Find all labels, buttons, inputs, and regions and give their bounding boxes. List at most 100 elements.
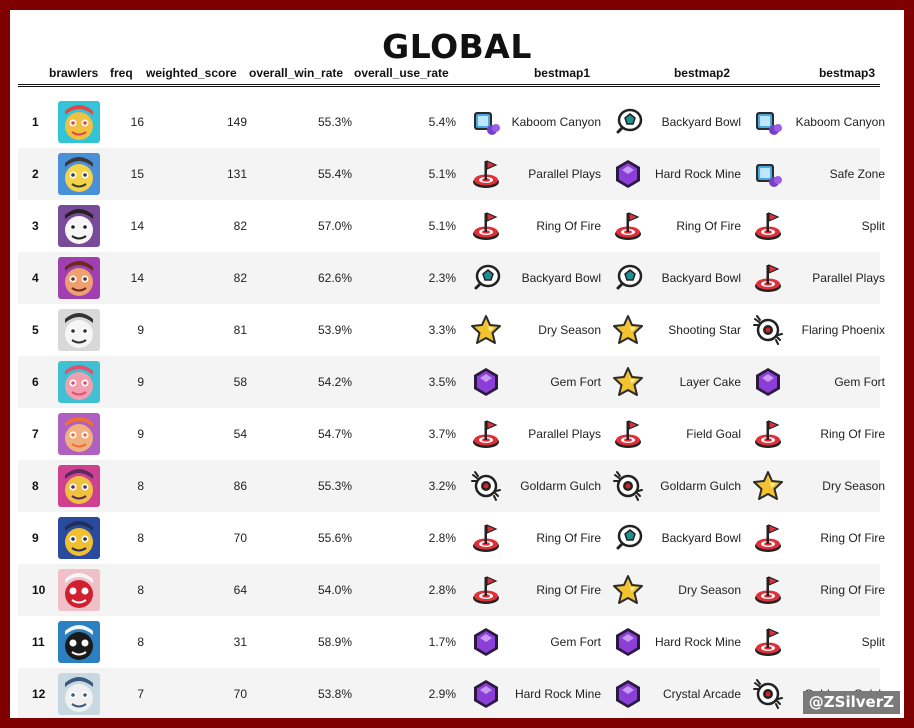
- bestmap3-name: Flaring Phoenix: [801, 323, 885, 337]
- bestmap1-name: Hard Rock Mine: [514, 687, 601, 701]
- col-header-bestmap3: bestmap3: [818, 66, 875, 80]
- hot-zone-flag-icon: [470, 522, 502, 554]
- freq-cell: 8: [137, 583, 144, 597]
- freq-cell: 9: [137, 375, 144, 389]
- use-rate-cell: 2.3%: [428, 271, 456, 285]
- hot-zone-flag-icon: [752, 210, 784, 242]
- hot-zone-flag-icon: [612, 418, 644, 450]
- heist-safe-icon: [752, 106, 784, 138]
- freq-cell: 8: [137, 531, 144, 545]
- bestmap2-name: Field Goal: [686, 427, 741, 441]
- table-row: 8 8 86 55.3% 3.2% Goldarm Gulch Goldarm Gulch…: [18, 460, 885, 512]
- freq-cell: 7: [137, 687, 144, 701]
- knockout-icon: [470, 470, 502, 502]
- brawler-avatar: [58, 361, 100, 403]
- knockout-icon: [612, 470, 644, 502]
- bestmap1-name: Ring Of Fire: [536, 583, 601, 597]
- weighted-score-cell: 81: [233, 323, 247, 337]
- win-rate-cell: 54.2%: [317, 375, 352, 389]
- brawler-avatar: [58, 101, 100, 143]
- rank-cell: 11: [32, 635, 45, 649]
- weighted-score-cell: 70: [233, 531, 247, 545]
- use-rate-cell: 2.9%: [428, 687, 456, 701]
- gem-grab-icon: [470, 678, 502, 710]
- bestmap2-name: Backyard Bowl: [661, 271, 741, 285]
- use-rate-cell: 3.7%: [428, 427, 456, 441]
- col-header-freq: freq: [110, 66, 133, 80]
- bestmap2-name: Ring Of Fire: [676, 219, 741, 233]
- leaderboard-panel: GLOBAL brawlers freq weighted_score over…: [10, 10, 904, 718]
- table-row: 2 15 131 55.4% 5.1% Parallel Plays Hard Rock …: [18, 148, 885, 200]
- win-rate-cell: 55.3%: [317, 479, 352, 493]
- rank-cell: 12: [32, 687, 46, 701]
- bestmap3-name: Safe Zone: [829, 167, 885, 181]
- brawler-avatar: [58, 569, 100, 611]
- bestmap2-name: Shooting Star: [668, 323, 741, 337]
- bestmap2-name: Backyard Bowl: [661, 115, 741, 129]
- brawl-ball-icon: [612, 522, 644, 554]
- rank-cell: 6: [32, 375, 39, 389]
- table-row: 6 9 58 54.2% 3.5% Gem Fort Layer Cake Gem Fort: [18, 356, 885, 408]
- win-rate-cell: 53.9%: [317, 323, 352, 337]
- hot-zone-flag-icon: [752, 626, 784, 658]
- rank-cell: 8: [32, 479, 39, 493]
- brawler-avatar: [58, 153, 100, 195]
- brawler-avatar: [58, 465, 100, 507]
- weighted-score-cell: 86: [233, 479, 247, 493]
- rank-cell: 4: [32, 271, 39, 285]
- gem-grab-icon: [612, 678, 644, 710]
- brawler-avatar: [58, 413, 100, 455]
- bestmap3-name: Kaboom Canyon: [795, 115, 885, 129]
- hot-zone-flag-icon: [752, 262, 784, 294]
- hot-zone-flag-icon: [470, 418, 502, 450]
- knockout-icon: [752, 314, 784, 346]
- use-rate-cell: 5.1%: [428, 167, 456, 181]
- rank-cell: 7: [32, 427, 39, 441]
- rank-cell: 10: [32, 583, 46, 597]
- use-rate-cell: 1.7%: [428, 635, 456, 649]
- freq-cell: 8: [137, 635, 144, 649]
- heist-safe-icon: [752, 158, 784, 190]
- weighted-score-cell: 131: [226, 167, 247, 181]
- use-rate-cell: 3.5%: [428, 375, 456, 389]
- weighted-score-cell: 58: [233, 375, 247, 389]
- col-header-brawlers: brawlers: [49, 66, 99, 80]
- rank-cell: 5: [32, 323, 39, 337]
- weighted-score-cell: 64: [233, 583, 247, 597]
- win-rate-cell: 55.4%: [317, 167, 352, 181]
- use-rate-cell: 3.3%: [428, 323, 456, 337]
- bestmap3-name: Ring Of Fire: [820, 531, 885, 545]
- use-rate-cell: 2.8%: [428, 531, 456, 545]
- hot-zone-flag-icon: [470, 210, 502, 242]
- bestmap1-name: Parallel Plays: [528, 427, 601, 441]
- bounty-star-icon: [752, 470, 784, 502]
- freq-cell: 8: [137, 479, 144, 493]
- header-rule: [18, 84, 880, 85]
- bestmap1-name: Parallel Plays: [528, 167, 601, 181]
- table-row: 4 14 82 62.6% 2.3% Backyard Bowl Backyard Bow…: [18, 252, 885, 304]
- table-row: 12 7 70 53.8% 2.9% Hard Rock Mine Crystal Arc…: [18, 668, 885, 718]
- win-rate-cell: 55.6%: [317, 531, 352, 545]
- bestmap3-name: Dry Season: [822, 479, 885, 493]
- bestmap2-name: Dry Season: [678, 583, 741, 597]
- bestmap1-name: Gem Fort: [550, 375, 601, 389]
- table-row: 3 14 82 57.0% 5.1% Ring Of Fire Ring Of Fire S…: [18, 200, 885, 252]
- rank-cell: 1: [32, 115, 39, 129]
- table-row: 1 16 149 55.3% 5.4% Kaboom Canyon Backyard Bo…: [18, 96, 885, 148]
- brawler-avatar: [58, 257, 100, 299]
- rank-cell: 2: [32, 167, 39, 181]
- bestmap1-name: Ring Of Fire: [536, 531, 601, 545]
- bounty-star-icon: [612, 574, 644, 606]
- col-header-bestmap2: bestmap2: [673, 66, 730, 80]
- freq-cell: 14: [130, 271, 144, 285]
- table-row: 11 8 31 58.9% 1.7% Gem Fort Hard Rock Mine Spl…: [18, 616, 885, 668]
- hot-zone-flag-icon: [470, 158, 502, 190]
- win-rate-cell: 62.6%: [317, 271, 352, 285]
- table-row: 10 8 64 54.0% 2.8% Ring Of Fire Dry Season Rin…: [18, 564, 885, 616]
- bestmap2-name: Hard Rock Mine: [654, 635, 741, 649]
- table-row: 9 8 70 55.6% 2.8% Ring Of Fire Backyard Bowl R…: [18, 512, 885, 564]
- bestmap2-name: Backyard Bowl: [661, 531, 741, 545]
- weighted-score-cell: 149: [226, 115, 247, 129]
- col-header-use-rate: overall_use_rate: [354, 66, 449, 80]
- freq-cell: 16: [130, 115, 144, 129]
